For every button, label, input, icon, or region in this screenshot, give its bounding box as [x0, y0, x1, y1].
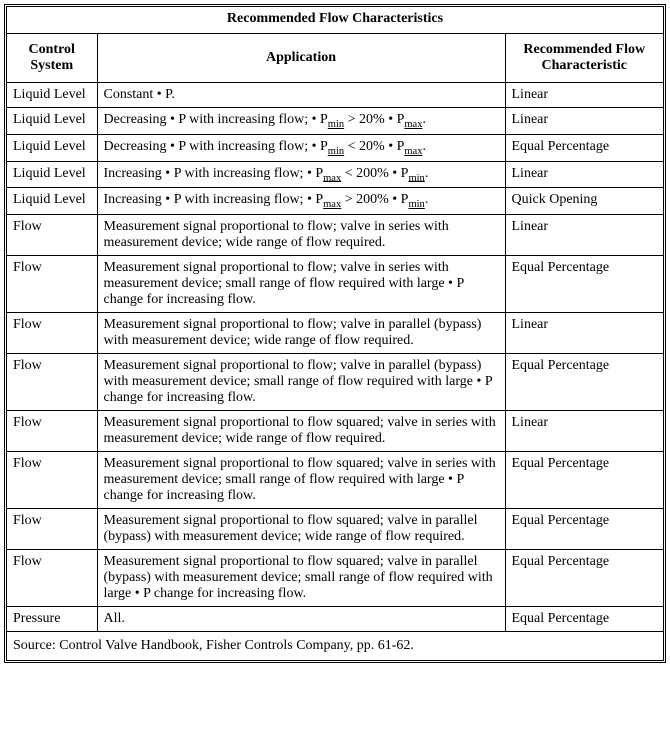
table-header-row: ControlSystem Application Recommended Fl… — [7, 34, 663, 83]
table-row: Liquid LevelDecreasing • P with increasi… — [7, 108, 663, 135]
cell-system: Liquid Level — [7, 161, 97, 188]
cell-characteristic: Equal Percentage — [505, 607, 663, 632]
table-row: FlowMeasurement signal proportional to f… — [7, 313, 663, 354]
table-title: Recommended Flow Characteristics — [7, 7, 663, 34]
cell-application: Measurement signal proportional to flow;… — [97, 215, 505, 256]
table-container: Recommended Flow Characteristics Control… — [4, 4, 666, 663]
table-row: FlowMeasurement signal proportional to f… — [7, 354, 663, 411]
cell-application: Decreasing • P with increasing flow; • P… — [97, 108, 505, 135]
cell-characteristic: Quick Opening — [505, 188, 663, 215]
cell-characteristic: Linear — [505, 161, 663, 188]
cell-system: Flow — [7, 215, 97, 256]
cell-system: Pressure — [7, 607, 97, 632]
source-row: Source: Control Valve Handbook, Fisher C… — [7, 632, 663, 661]
cell-system: Flow — [7, 411, 97, 452]
cell-characteristic: Linear — [505, 411, 663, 452]
table-row: PressureAll.Equal Percentage — [7, 607, 663, 632]
cell-characteristic: Equal Percentage — [505, 256, 663, 313]
cell-characteristic: Linear — [505, 313, 663, 354]
cell-application: Measurement signal proportional to flow … — [97, 411, 505, 452]
cell-system: Flow — [7, 452, 97, 509]
cell-characteristic: Linear — [505, 215, 663, 256]
cell-application: Measurement signal proportional to flow;… — [97, 256, 505, 313]
col-header-system: ControlSystem — [7, 34, 97, 83]
cell-application: Decreasing • P with increasing flow; • P… — [97, 134, 505, 161]
cell-characteristic: Linear — [505, 83, 663, 108]
source-text: Source: Control Valve Handbook, Fisher C… — [7, 632, 663, 661]
table-row: FlowMeasurement signal proportional to f… — [7, 550, 663, 607]
col-header-application: Application — [97, 34, 505, 83]
table-row: Liquid LevelIncreasing • P with increasi… — [7, 188, 663, 215]
cell-application: All. — [97, 607, 505, 632]
cell-characteristic: Equal Percentage — [505, 452, 663, 509]
cell-application: Increasing • P with increasing flow; • P… — [97, 188, 505, 215]
cell-system: Flow — [7, 313, 97, 354]
table-row: FlowMeasurement signal proportional to f… — [7, 411, 663, 452]
cell-system: Liquid Level — [7, 83, 97, 108]
cell-system: Liquid Level — [7, 188, 97, 215]
table-row: FlowMeasurement signal proportional to f… — [7, 215, 663, 256]
cell-system: Flow — [7, 354, 97, 411]
flow-characteristics-table: ControlSystem Application Recommended Fl… — [7, 34, 663, 660]
col-header-characteristic: Recommended FlowCharacteristic — [505, 34, 663, 83]
cell-application: Measurement signal proportional to flow … — [97, 509, 505, 550]
cell-characteristic: Equal Percentage — [505, 134, 663, 161]
cell-application: Measurement signal proportional to flow … — [97, 452, 505, 509]
cell-characteristic: Equal Percentage — [505, 354, 663, 411]
cell-system: Liquid Level — [7, 134, 97, 161]
cell-characteristic: Equal Percentage — [505, 550, 663, 607]
table-row: Liquid LevelIncreasing • P with increasi… — [7, 161, 663, 188]
table-row: FlowMeasurement signal proportional to f… — [7, 509, 663, 550]
cell-application: Measurement signal proportional to flow;… — [97, 354, 505, 411]
table-row: FlowMeasurement signal proportional to f… — [7, 256, 663, 313]
table-row: FlowMeasurement signal proportional to f… — [7, 452, 663, 509]
cell-characteristic: Equal Percentage — [505, 509, 663, 550]
cell-application: Measurement signal proportional to flow … — [97, 550, 505, 607]
cell-application: Increasing • P with increasing flow; • P… — [97, 161, 505, 188]
cell-application: Constant • P. — [97, 83, 505, 108]
cell-system: Flow — [7, 550, 97, 607]
cell-system: Liquid Level — [7, 108, 97, 135]
cell-application: Measurement signal proportional to flow;… — [97, 313, 505, 354]
cell-characteristic: Linear — [505, 108, 663, 135]
table-row: Liquid LevelConstant • P.Linear — [7, 83, 663, 108]
cell-system: Flow — [7, 256, 97, 313]
table-row: Liquid LevelDecreasing • P with increasi… — [7, 134, 663, 161]
cell-system: Flow — [7, 509, 97, 550]
